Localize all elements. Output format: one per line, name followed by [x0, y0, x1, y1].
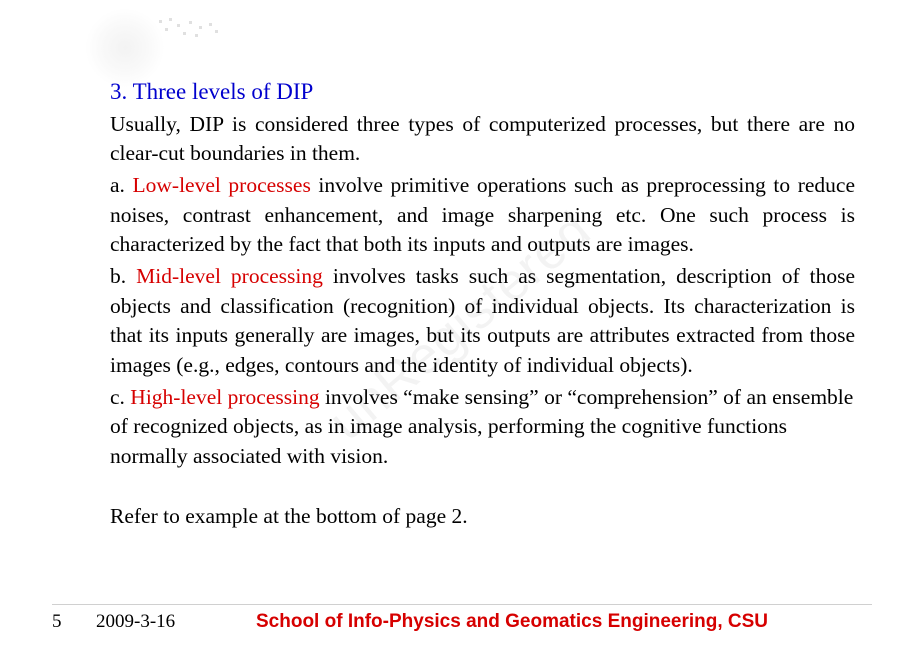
intro-text: Usually, DIP is considered three types o… — [110, 110, 855, 169]
decorative-dots — [155, 18, 235, 48]
decorative-corner-graphic — [85, 8, 215, 78]
section-heading: 3. Three levels of DIP — [110, 76, 855, 108]
item-c-term: High-level processing — [130, 385, 319, 409]
page-number: 5 — [52, 611, 96, 633]
footer-row: 5 2009-3-16 School of Info-Physics and G… — [52, 611, 872, 633]
refer-text: Refer to example at the bottom of page 2… — [110, 502, 855, 532]
footer-organization: School of Info-Physics and Geomatics Eng… — [246, 611, 872, 633]
slide-footer: 5 2009-3-16 School of Info-Physics and G… — [0, 604, 920, 634]
item-a-term: Low-level processes — [133, 173, 311, 197]
item-c-prefix: c. — [110, 385, 130, 409]
footer-date: 2009-3-16 — [96, 611, 246, 633]
item-c: c. High-level processing involves “make … — [110, 383, 855, 472]
item-b: b. Mid-level processing involves tasks s… — [110, 262, 855, 381]
spacer — [110, 474, 855, 502]
slide-content: 3. Three levels of DIP Usually, DIP is c… — [110, 76, 855, 533]
item-b-prefix: b. — [110, 264, 136, 288]
item-b-term: Mid-level processing — [136, 264, 323, 288]
footer-divider — [52, 604, 872, 606]
item-a: a. Low-level processes involve primitive… — [110, 171, 855, 260]
item-a-prefix: a. — [110, 173, 133, 197]
